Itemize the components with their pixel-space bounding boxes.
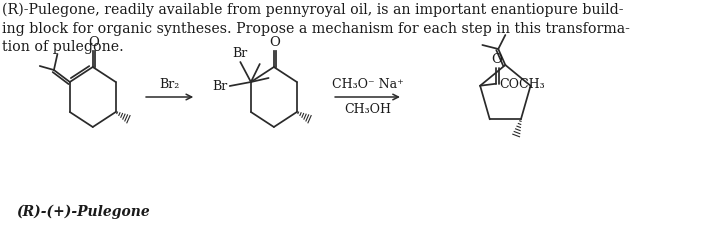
Text: (R)-Pulegone, readily available from pennyroyal oil, is an important enantiopure: (R)-Pulegone, readily available from pen… xyxy=(2,3,630,54)
Text: Br₂: Br₂ xyxy=(160,78,180,91)
Text: (R)-(+)-Pulegone: (R)-(+)-Pulegone xyxy=(16,205,150,219)
Text: CH₃OH: CH₃OH xyxy=(344,103,391,116)
Text: O: O xyxy=(88,36,99,49)
Text: Br: Br xyxy=(233,47,248,60)
Text: O: O xyxy=(269,36,280,49)
Text: COCH₃: COCH₃ xyxy=(500,78,545,91)
Text: CH₃O⁻ Na⁺: CH₃O⁻ Na⁺ xyxy=(332,78,403,91)
Text: O: O xyxy=(491,53,503,66)
Text: Br: Br xyxy=(213,80,228,92)
